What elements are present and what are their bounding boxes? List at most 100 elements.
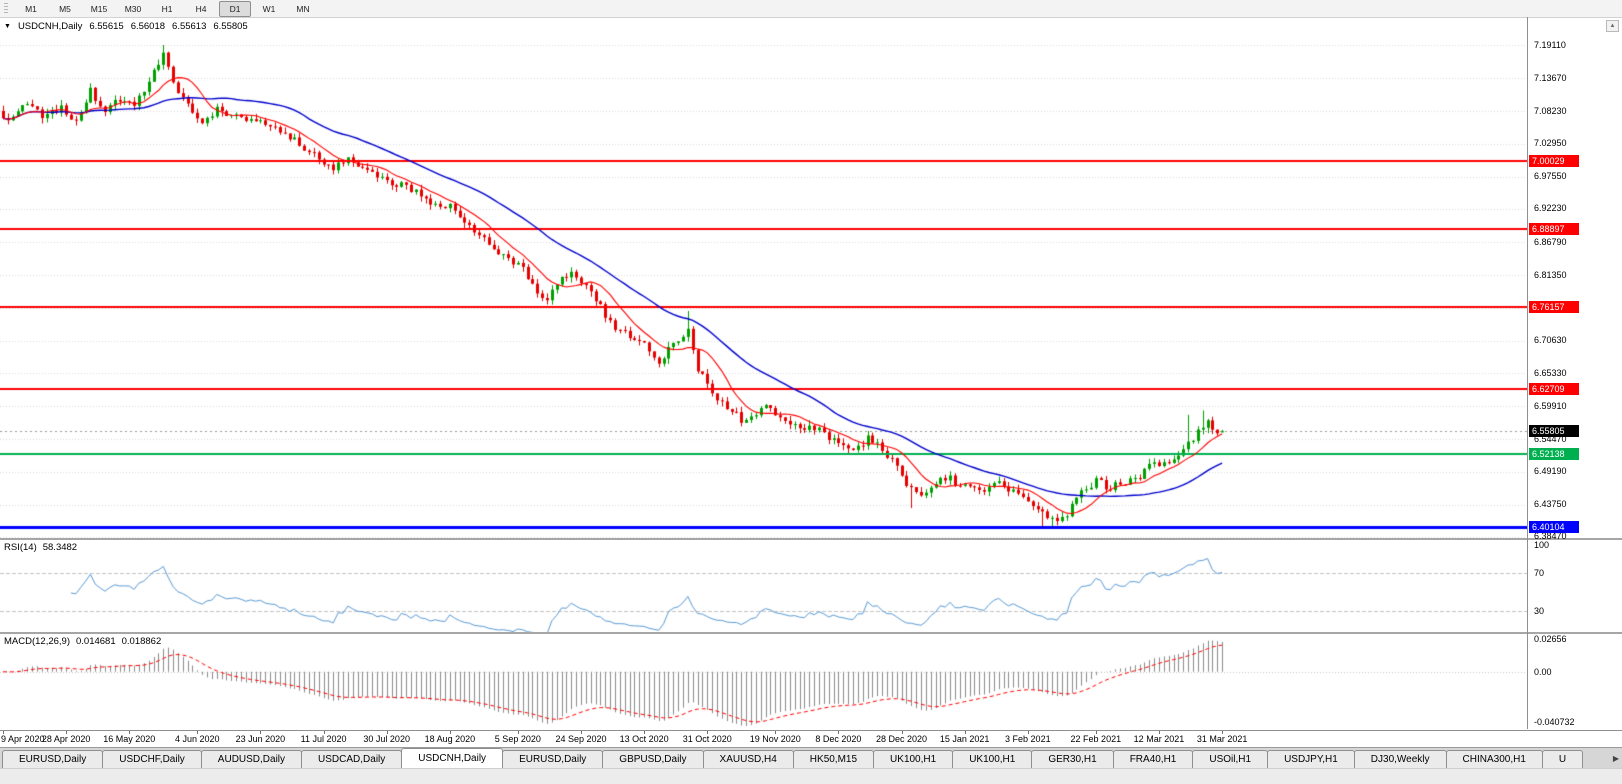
timeframe-button-m15[interactable]: M15 xyxy=(90,3,108,14)
date-axis-label: 12 Mar 2021 xyxy=(1133,734,1185,744)
macd-label: MACD(12,26,9) 0.014681 0.018862 xyxy=(4,636,161,647)
quote-open: 6.55615 xyxy=(89,21,124,32)
date-axis-tick xyxy=(1222,731,1223,734)
timeframe-button-m5[interactable]: M5 xyxy=(59,3,71,14)
chart-tab-eurusd-daily[interactable]: EURUSD,Daily xyxy=(2,750,104,768)
price-chart-canvas[interactable] xyxy=(0,18,1527,538)
timeframe-button-mn[interactable]: MN xyxy=(296,3,310,14)
rsi-label: RSI(14) 58.3482 xyxy=(4,542,77,553)
chart-tab-usdchf-daily[interactable]: USDCHF,Daily xyxy=(102,750,202,768)
date-axis-tick xyxy=(1096,731,1097,734)
chart-tab-fra40-h1[interactable]: FRA40,H1 xyxy=(1112,750,1194,768)
price-scale-separator xyxy=(1527,17,1528,729)
status-strip xyxy=(0,768,1622,784)
hline-price-label[interactable]: 7.00029 xyxy=(1529,155,1579,168)
rsi-panel: RSI(14) 58.3482 100 70 30 xyxy=(0,540,1622,632)
price-axis-label: 7.08230 xyxy=(1534,105,1567,116)
price-axis-label: 6.65330 xyxy=(1534,367,1567,378)
macd-axis-label: 0.02656 xyxy=(1534,634,1567,644)
date-axis-tick xyxy=(1028,731,1029,734)
price-axis-label: 7.02950 xyxy=(1534,138,1567,149)
chart-tab-china300-h1[interactable]: CHINA300,H1 xyxy=(1445,750,1543,768)
macd-canvas[interactable] xyxy=(0,634,1527,730)
chart-tab-audusd-daily[interactable]: AUDUSD,Daily xyxy=(200,750,303,768)
chart-tab-usdcad-daily[interactable]: USDCAD,Daily xyxy=(301,750,403,768)
quote-line: ▼ USDCNH,Daily 6.55615 6.56018 6.55613 6… xyxy=(4,21,248,32)
price-axis-label: 6.70630 xyxy=(1534,335,1567,346)
price-axis[interactable]: 7.19110 7.13670 7.08230 7.02950 6.97550 6.922… xyxy=(1528,18,1622,541)
timeframe-button-m1[interactable]: M1 xyxy=(25,3,37,14)
price-axis-label: 7.19110 xyxy=(1534,39,1566,50)
date-axis-tick xyxy=(3,731,4,734)
date-axis-tick xyxy=(902,731,903,734)
hline-price-label[interactable]: 6.52138 xyxy=(1529,447,1579,460)
chart-tab-usdcnh-daily[interactable]: USDCNH,Daily xyxy=(401,748,504,768)
date-axis-label: 3 Feb 2021 xyxy=(1005,734,1051,744)
price-axis-label: 7.13670 xyxy=(1534,72,1567,83)
price-axis-label: 6.97550 xyxy=(1534,171,1567,182)
macd-title: MACD(12,26,9) xyxy=(4,636,70,647)
date-axis-label: 24 Sep 2020 xyxy=(555,734,607,744)
chart-tab-usdjpy-h1[interactable]: USDJPY,H1 xyxy=(1267,750,1355,768)
timeframe-button-h4[interactable]: H4 xyxy=(195,3,207,14)
chart-tab-dj30-weekly[interactable]: DJ30,Weekly xyxy=(1353,750,1447,768)
timeframe-button-m30[interactable]: M30 xyxy=(124,3,142,14)
symbol-collapse-icon[interactable]: ▼ xyxy=(4,23,11,30)
chart-tab-eurusd-daily[interactable]: EURUSD,Daily xyxy=(502,750,604,768)
date-axis-label: 18 Aug 2020 xyxy=(424,734,476,744)
hline-price-label[interactable]: 6.76157 xyxy=(1529,301,1579,314)
date-axis-label: 19 Nov 2020 xyxy=(749,734,801,744)
quote-low: 6.55613 xyxy=(172,21,207,32)
timeframe-toolbar: M1 M5 M15 M30 H1 H4 D1 W1 MN xyxy=(0,0,1622,18)
toolbar-grip-icon[interactable] xyxy=(4,3,8,14)
date-axis-label: 28 Apr 2020 xyxy=(41,734,91,744)
main-chart-panel: ▼ USDCNH,Daily 6.55615 6.56018 6.55613 6… xyxy=(0,18,1622,541)
panel-splitter[interactable] xyxy=(0,538,1622,540)
chart-tab-uk100-h1[interactable]: UK100,H1 xyxy=(952,750,1033,768)
timeframe-button-w1[interactable]: W1 xyxy=(262,3,276,14)
timeframe-group: M1 M5 M15 M30 H1 H4 D1 W1 MN xyxy=(14,0,320,17)
chart-tab-hk50-m15[interactable]: HK50,M15 xyxy=(792,750,875,768)
date-axis-label: 31 Mar 2021 xyxy=(1196,734,1248,744)
chart-tab-ger30-h1[interactable]: GER30,H1 xyxy=(1031,750,1114,768)
rsi-axis-label: 30 xyxy=(1534,606,1545,617)
date-axis-tick xyxy=(838,731,839,734)
date-axis-label: 23 Jun 2020 xyxy=(235,734,286,744)
chart-tab-usoil-h1[interactable]: USOil,H1 xyxy=(1192,750,1269,768)
date-axis-label: 13 Oct 2020 xyxy=(619,734,669,744)
date-axis-label: 15 Jan 2021 xyxy=(939,734,990,744)
date-axis-tick xyxy=(387,731,388,734)
symbol-label: USDCNH,Daily xyxy=(17,21,83,32)
macd-signal-value: 0.018862 xyxy=(121,636,162,647)
panel-splitter[interactable] xyxy=(0,632,1622,634)
chart-tab-uk100-h1[interactable]: UK100,H1 xyxy=(873,750,954,768)
date-axis-label: 30 Jul 2020 xyxy=(363,734,410,744)
hline-price-label[interactable]: 6.88897 xyxy=(1529,223,1579,236)
date-axis-tick xyxy=(197,731,198,734)
timeframe-button-h1[interactable]: H1 xyxy=(161,3,173,14)
tab-scroll-right-icon[interactable]: ▶ xyxy=(1612,753,1620,763)
chart-tab-u[interactable]: U xyxy=(1541,750,1584,768)
macd-axis: 0.02656 0.00 -0.040732 xyxy=(1528,634,1622,730)
timeframe-button-d1[interactable]: D1 xyxy=(219,0,251,17)
rsi-axis: 100 70 30 xyxy=(1528,540,1622,632)
chart-tab-xauusd-h4[interactable]: XAUUSD,H4 xyxy=(702,750,794,768)
date-axis-label: 22 Feb 2021 xyxy=(1070,734,1122,744)
scale-scroll-up-button[interactable]: ▲ xyxy=(1606,20,1619,32)
macd-axis-label: 0.00 xyxy=(1534,666,1552,677)
hline-price-label[interactable]: 6.62709 xyxy=(1529,383,1579,396)
price-axis-label: 6.92230 xyxy=(1534,203,1567,214)
date-axis-tick xyxy=(450,731,451,734)
hline-price-label[interactable]: 6.40104 xyxy=(1529,520,1579,533)
date-axis-label: 5 Sep 2020 xyxy=(494,734,541,744)
price-axis-label: 6.86790 xyxy=(1534,236,1567,247)
rsi-axis-label: 70 xyxy=(1534,567,1545,578)
price-axis-label: 6.59910 xyxy=(1534,400,1567,411)
chart-tab-gbpusd-daily[interactable]: GBPUSD,Daily xyxy=(602,750,704,768)
date-axis[interactable]: 9 Apr 2020 28 Apr 2020 16 May 2020 4 Jun 20… xyxy=(0,730,1622,747)
rsi-canvas[interactable] xyxy=(0,540,1527,632)
date-axis-tick xyxy=(581,731,582,734)
date-axis-tick xyxy=(965,731,966,734)
date-axis-label: 16 May 2020 xyxy=(103,734,156,744)
